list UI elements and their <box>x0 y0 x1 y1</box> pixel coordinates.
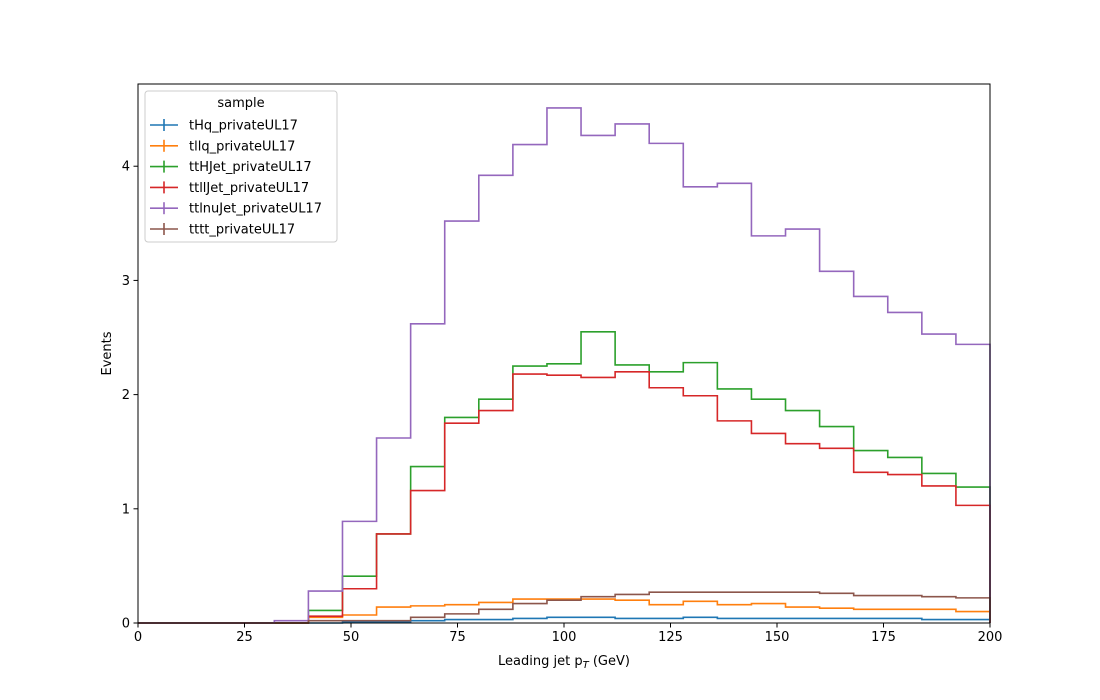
x-tick-label: 50 <box>343 630 360 645</box>
x-tick-label: 200 <box>978 630 1003 645</box>
legend-label: tttt_privateUL17 <box>189 223 295 238</box>
series-line-ttlnuJet_privateUL17 <box>138 107 991 624</box>
legend-box <box>144 90 338 243</box>
x-axis-label-unit: (GeV) <box>589 654 630 669</box>
y-tick-label: 0 <box>122 617 130 632</box>
x-axis: 0 25 50 75 100 125 150 175 200 <box>134 623 1003 645</box>
x-axis-label-subscript: T <box>583 660 590 671</box>
y-tick-label: 4 <box>122 160 130 175</box>
x-tick-label: 25 <box>236 630 253 645</box>
legend-entry-tllq_privateUL17: tllq_privateUL17 <box>150 139 295 154</box>
x-axis-label: Leading jet pT (GeV) <box>498 654 630 671</box>
legend-entry-ttllJet_privateUL17: ttllJet_privateUL17 <box>150 181 309 196</box>
legend-label: ttHJet_privateUL17 <box>189 160 312 175</box>
x-tick-label: 100 <box>552 630 577 645</box>
y-tick-label: 3 <box>122 274 130 289</box>
series-line-ttllJet_privateUL17 <box>138 370 991 624</box>
legend-entry-ttHJet_privateUL17: ttHJet_privateUL17 <box>150 160 312 175</box>
legend-label: tHq_privateUL17 <box>189 119 298 134</box>
legend-entry-ttlnuJet_privateUL17: ttlnuJet_privateUL17 <box>150 202 322 217</box>
x-tick-label: 150 <box>765 630 790 645</box>
series-line-tllq_privateUL17 <box>138 598 991 624</box>
y-axis-label: Events <box>100 331 115 375</box>
x-tick-label: 125 <box>658 630 683 645</box>
y-tick-label: 2 <box>122 388 130 403</box>
x-tick-label: 0 <box>134 630 142 645</box>
legend-label: tllq_privateUL17 <box>189 139 295 154</box>
y-axis: 0 1 2 3 4 <box>122 160 138 632</box>
y-tick-label: 1 <box>122 502 130 517</box>
legend-label: ttlnuJet_privateUL17 <box>189 202 322 217</box>
legend-items: tHq_privateUL17 tllq_privateUL17 ttHJet_pr… <box>150 119 322 238</box>
legend-label: ttllJet_privateUL17 <box>189 181 309 196</box>
series-line-tttt_privateUL17 <box>138 591 991 624</box>
x-tick-label: 75 <box>449 630 466 645</box>
legend-entry-tttt_privateUL17: tttt_privateUL17 <box>150 223 295 238</box>
x-axis-label-main: Leading jet p <box>498 654 583 669</box>
x-tick-label: 175 <box>871 630 896 645</box>
legend: sample tHq_privateUL17 tllq_privateUL17tt… <box>144 90 338 243</box>
legend-title: sample <box>217 96 264 111</box>
legend-entry-tHq_privateUL17: tHq_privateUL17 <box>150 119 298 134</box>
